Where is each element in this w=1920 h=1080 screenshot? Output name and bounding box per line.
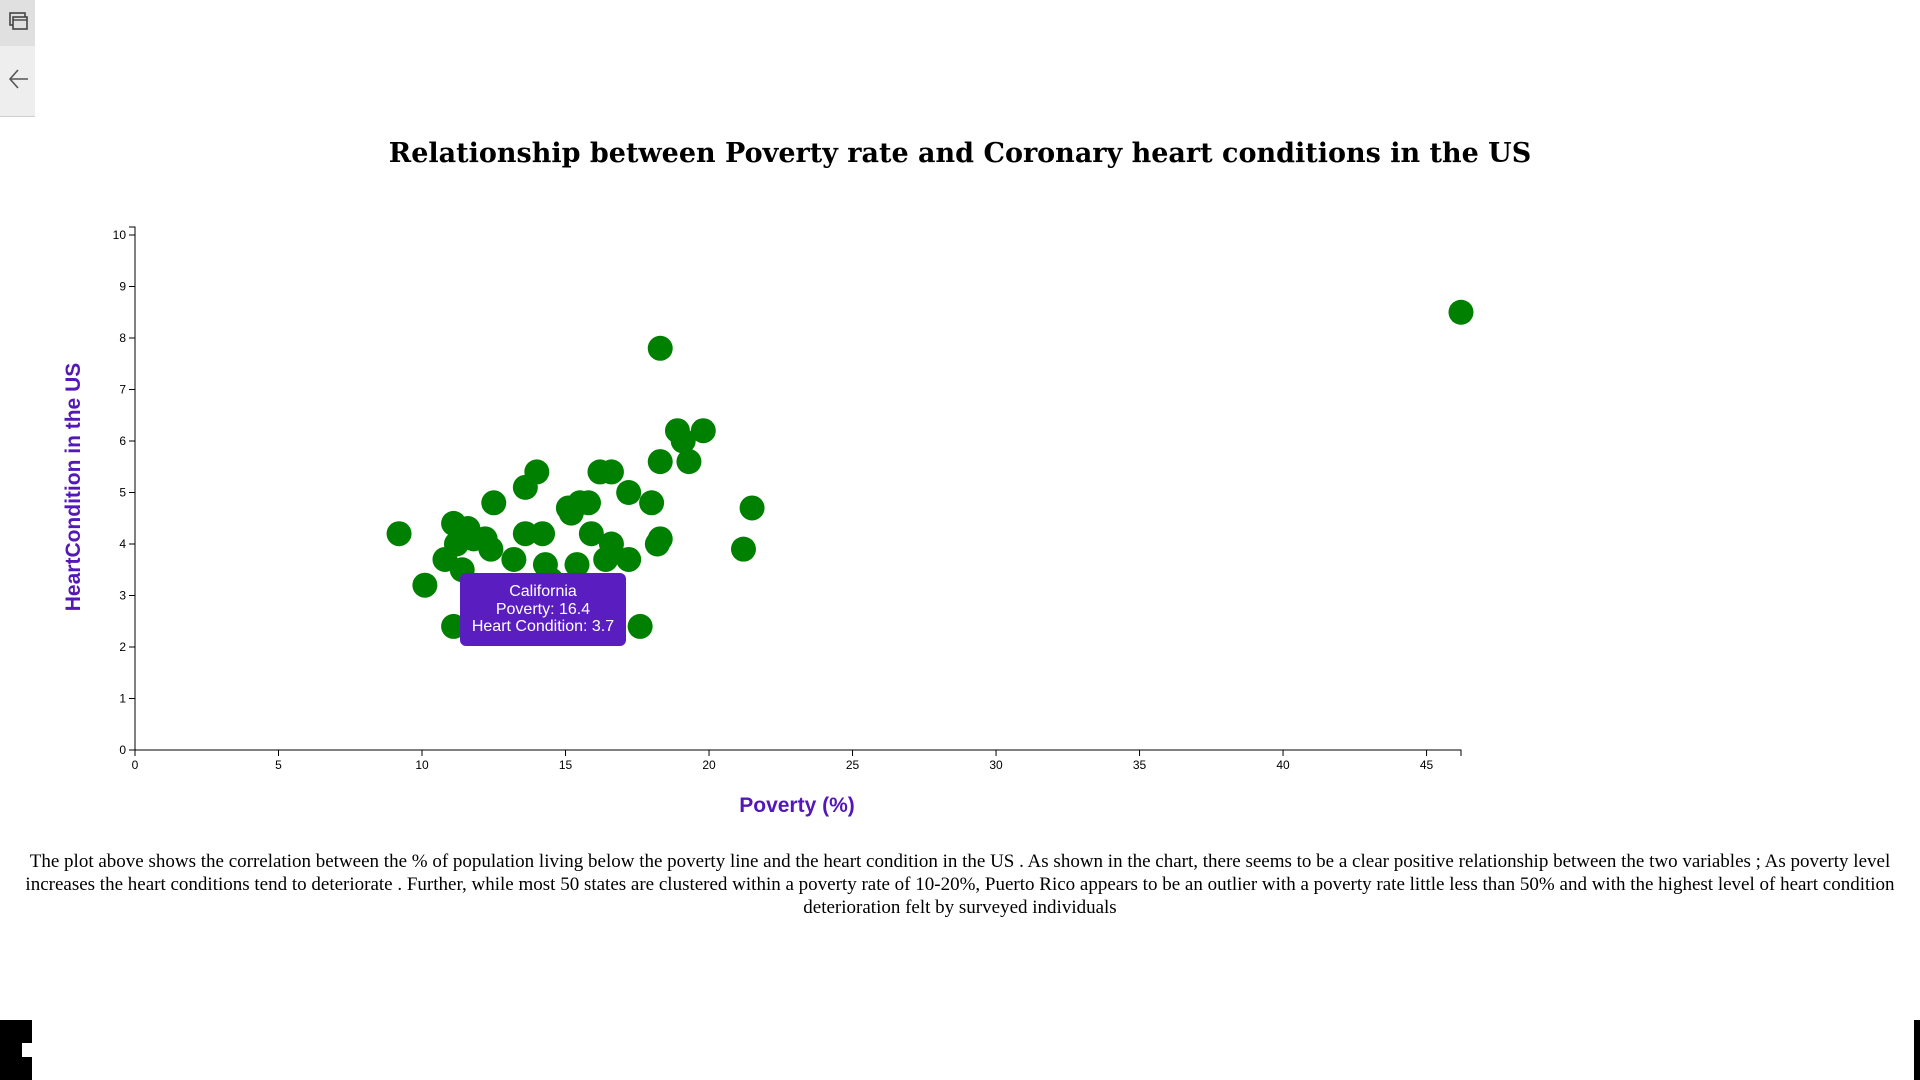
- data-point[interactable]: [598, 459, 624, 485]
- back-button[interactable]: [0, 58, 35, 104]
- data-point[interactable]: [575, 490, 601, 516]
- data-point[interactable]: [670, 428, 696, 454]
- y-axis-line: [129, 226, 136, 751]
- corner-decoration-right: [1914, 1020, 1920, 1080]
- y-tick: 3: [119, 589, 135, 603]
- point-tooltip: California Poverty: 16.4 Heart Condition…: [460, 573, 626, 646]
- corner-mark: [22, 1043, 32, 1057]
- data-point[interactable]: [730, 536, 756, 562]
- x-tick: 30: [989, 750, 1003, 772]
- x-tick: 0: [132, 750, 139, 772]
- x-axis-title[interactable]: Poverty (%): [739, 794, 855, 817]
- chart-title: Relationship between Poverty rate and Co…: [388, 138, 1532, 169]
- x-axis: 0 5 10 15 20 25 30 35 40 45: [132, 749, 1462, 772]
- y-tick-label: 1: [119, 692, 126, 706]
- data-point[interactable]: [676, 449, 702, 475]
- x-tick: 35: [1133, 750, 1147, 772]
- y-tick: 10: [113, 228, 135, 242]
- y-tick-label: 10: [113, 228, 127, 242]
- browser-side-strip: [0, 0, 35, 117]
- data-points: [386, 299, 1474, 639]
- y-tick: 7: [119, 383, 135, 397]
- y-tick: 9: [119, 280, 135, 294]
- back-arrow-icon: [6, 67, 30, 95]
- data-point[interactable]: [739, 495, 765, 521]
- data-point[interactable]: [441, 613, 467, 639]
- x-tick-label: 35: [1133, 758, 1147, 772]
- data-point[interactable]: [1448, 299, 1474, 325]
- data-point[interactable]: [481, 490, 507, 516]
- y-tick-label: 7: [119, 383, 126, 397]
- x-axis-line: [134, 749, 1462, 756]
- x-tick: 45: [1420, 750, 1434, 772]
- tooltip-heart: Heart Condition: 3.7: [471, 618, 615, 636]
- y-tick-label: 4: [119, 537, 126, 551]
- x-tick: 5: [275, 750, 282, 772]
- data-point[interactable]: [478, 536, 504, 562]
- data-point[interactable]: [647, 526, 673, 552]
- data-point[interactable]: [412, 572, 438, 598]
- y-tick: 8: [119, 331, 135, 345]
- y-tick: 2: [119, 640, 135, 654]
- y-tick-label: 9: [119, 280, 126, 294]
- x-tick-label: 25: [846, 758, 860, 772]
- x-tick-label: 10: [415, 758, 429, 772]
- y-tick-label: 8: [119, 331, 126, 345]
- y-axis-title[interactable]: HeartCondition in the US: [62, 363, 85, 612]
- data-point[interactable]: [616, 546, 642, 572]
- tooltip-state: California: [509, 583, 577, 601]
- data-point[interactable]: [639, 490, 665, 516]
- y-tick-label: 5: [119, 486, 126, 500]
- tabs-icon: [7, 10, 29, 36]
- x-tick: 10: [415, 750, 429, 772]
- data-point[interactable]: [647, 449, 673, 475]
- x-tick: 40: [1276, 750, 1290, 772]
- y-tick: 4: [119, 537, 135, 551]
- data-point[interactable]: [530, 521, 556, 547]
- x-tick-label: 20: [702, 758, 716, 772]
- data-point[interactable]: [564, 552, 590, 578]
- y-tick-label: 0: [119, 743, 126, 757]
- data-point[interactable]: [598, 531, 624, 557]
- data-point[interactable]: [524, 459, 550, 485]
- data-point[interactable]: [512, 521, 538, 547]
- x-tick-label: 0: [132, 758, 139, 772]
- x-tick-label: 5: [275, 758, 282, 772]
- x-tick-label: 15: [559, 758, 573, 772]
- tabs-button[interactable]: [0, 0, 35, 46]
- y-tick: 6: [119, 434, 135, 448]
- y-tick-label: 6: [119, 434, 126, 448]
- data-point[interactable]: [627, 613, 653, 639]
- data-point[interactable]: [647, 335, 673, 361]
- x-tick-label: 45: [1420, 758, 1434, 772]
- y-tick-label: 2: [119, 640, 126, 654]
- y-tick-label: 3: [119, 589, 126, 603]
- data-point[interactable]: [386, 521, 412, 547]
- y-tick: 1: [119, 692, 135, 706]
- x-tick-label: 30: [989, 758, 1003, 772]
- x-tick-label: 40: [1276, 758, 1290, 772]
- tooltip-poverty: Poverty: 16.4: [495, 600, 591, 618]
- data-point[interactable]: [690, 418, 716, 444]
- y-axis: 0 1 2 3 4 5 6 7 8 9 10: [113, 226, 136, 757]
- data-point[interactable]: [578, 521, 604, 547]
- x-tick: 15: [559, 750, 573, 772]
- chart-caption: The plot above shows the correlation bet…: [25, 851, 1895, 918]
- y-tick: 5: [119, 486, 135, 500]
- x-tick: 25: [846, 750, 860, 772]
- x-tick: 20: [702, 750, 716, 772]
- data-point[interactable]: [616, 480, 642, 505]
- data-point[interactable]: [501, 546, 527, 572]
- y-tick: 0: [119, 743, 135, 757]
